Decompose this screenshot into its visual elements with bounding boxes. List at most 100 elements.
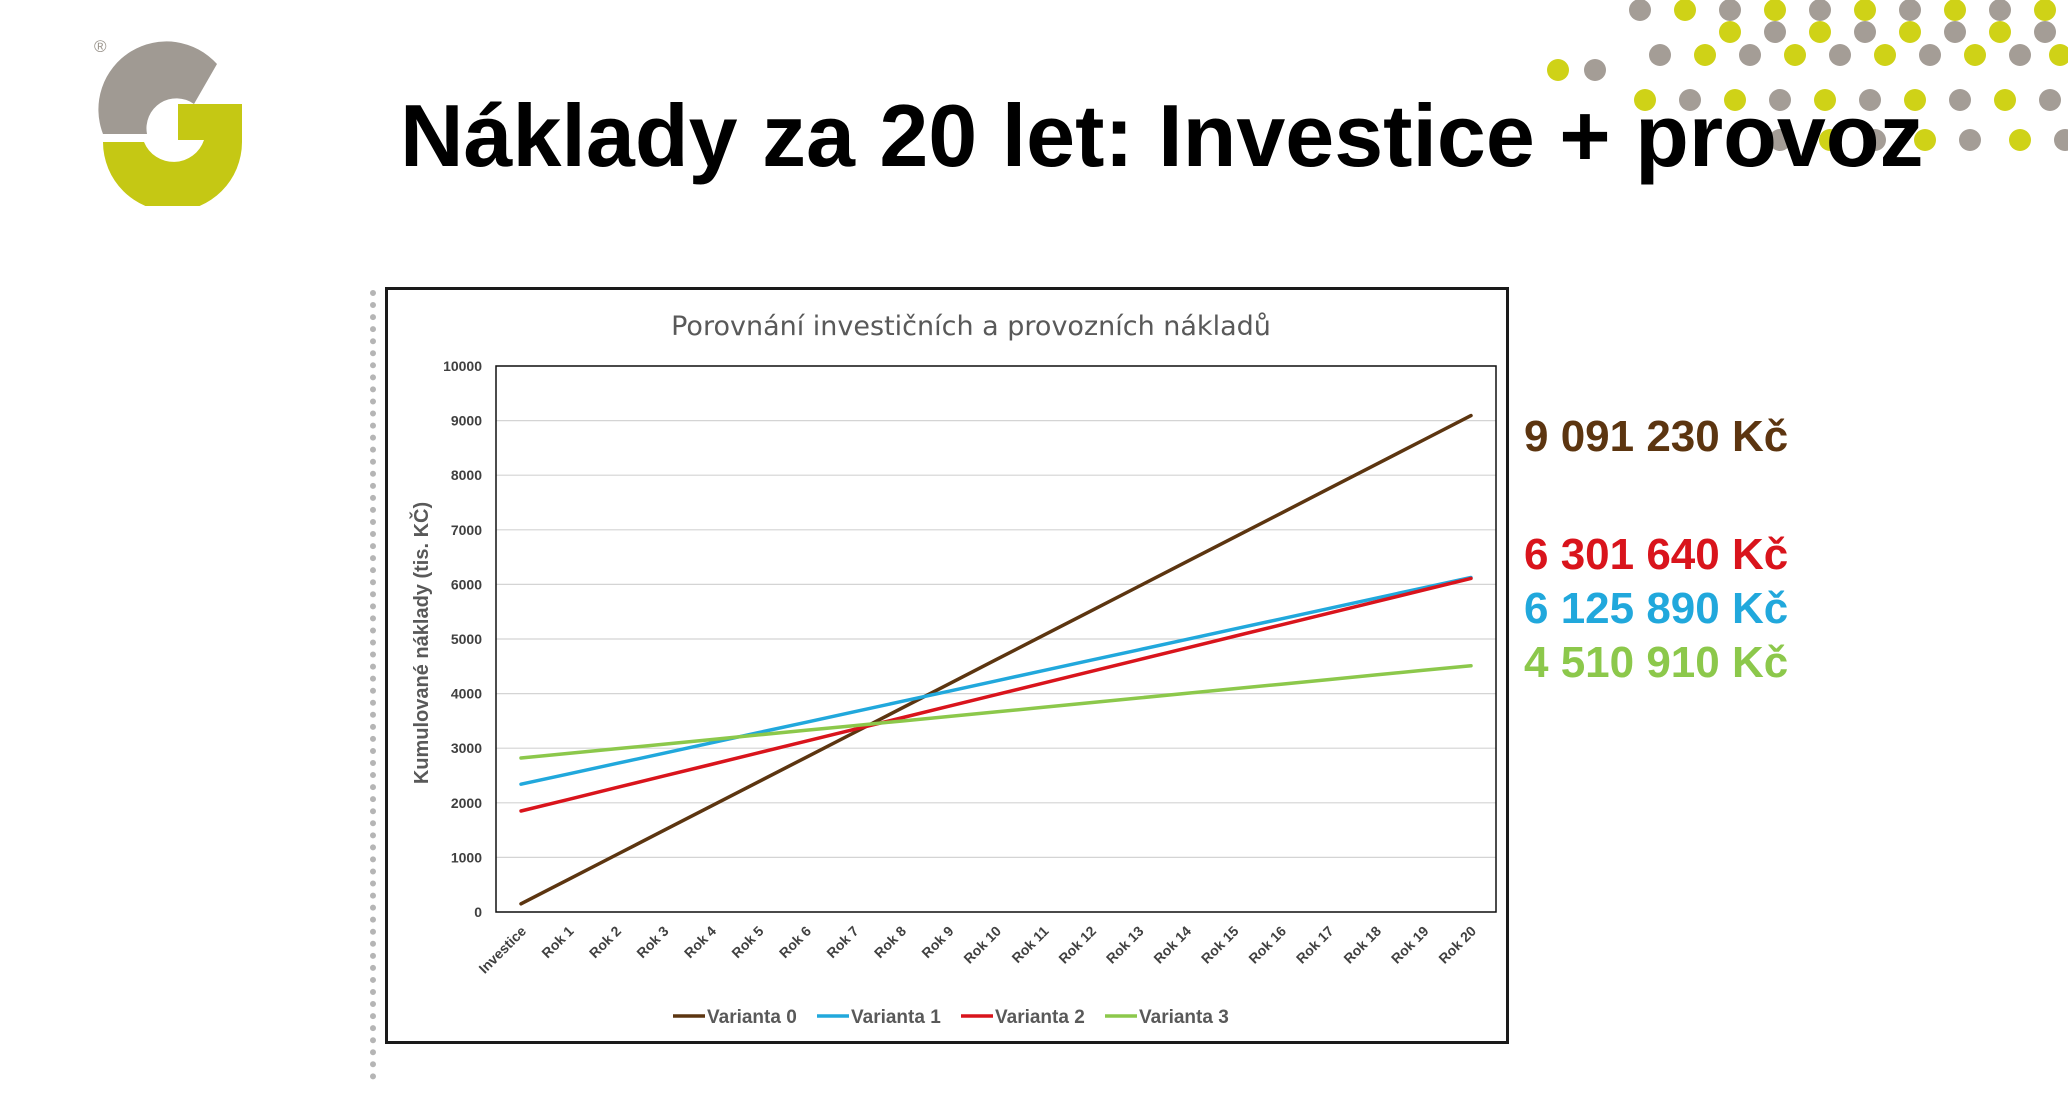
decorative-dot bbox=[1914, 129, 1936, 151]
x-tick-label: Rok 2 bbox=[586, 923, 624, 961]
x-tick-label: Rok 13 bbox=[1103, 923, 1147, 967]
decorative-dot bbox=[1634, 89, 1656, 111]
y-tick-label: 2000 bbox=[451, 795, 482, 811]
dotted-divider bbox=[370, 290, 376, 1080]
y-tick-label: 5000 bbox=[451, 631, 482, 647]
y-tick-label: 8000 bbox=[451, 467, 482, 483]
decorative-dot bbox=[1944, 21, 1966, 43]
plot-area-border bbox=[495, 365, 1497, 913]
x-tick-label: Investice bbox=[475, 923, 529, 977]
decorative-dot bbox=[1649, 44, 1671, 66]
series-line-varianta-0 bbox=[519, 413, 1473, 906]
decorative-dot bbox=[1764, 21, 1786, 43]
x-tick-label: Rok 12 bbox=[1055, 923, 1099, 967]
x-tick-label: Rok 20 bbox=[1435, 923, 1479, 967]
legend-label: Varianta 3 bbox=[1139, 1007, 1229, 1028]
x-tick-label: Rok 5 bbox=[728, 923, 766, 961]
total-cost-label: 4 510 910 Kč bbox=[1524, 638, 1789, 687]
decorative-dot bbox=[1854, 0, 1876, 21]
decorative-dot bbox=[2054, 129, 2068, 151]
decorative-dot bbox=[1814, 89, 1836, 111]
x-tick-label: Rok 1 bbox=[538, 923, 576, 961]
total-cost-label: 6 125 890 Kč bbox=[1524, 584, 1789, 633]
legend-item: Varianta 2 bbox=[961, 1007, 1085, 1028]
legend-item: Varianta 0 bbox=[673, 1007, 797, 1028]
x-tick-label: Rok 4 bbox=[681, 923, 719, 961]
y-tick-label: 10000 bbox=[443, 358, 482, 374]
x-tick-label: Rok 9 bbox=[918, 923, 956, 961]
x-tick-label: Rok 6 bbox=[776, 923, 814, 961]
decorative-dot bbox=[2049, 44, 2068, 66]
x-tick-label: Rok 8 bbox=[871, 923, 909, 961]
decorative-dot bbox=[1769, 89, 1791, 111]
decorative-dot bbox=[1784, 44, 1806, 66]
total-cost-label: 9 091 230 Kč bbox=[1524, 412, 1789, 461]
y-tick-label: 9000 bbox=[451, 413, 482, 429]
chart-title: Porovnání investičních a provozních nákl… bbox=[671, 311, 1271, 342]
decorative-dot bbox=[1899, 21, 1921, 43]
series-line-varianta-2 bbox=[519, 576, 1473, 813]
x-tick-label: Rok 7 bbox=[823, 923, 861, 961]
x-tick-label: Rok 10 bbox=[960, 923, 1004, 967]
logo-green-arc bbox=[103, 104, 242, 206]
x-tick-label: Rok 18 bbox=[1340, 923, 1384, 967]
decorative-dot bbox=[1719, 21, 1741, 43]
decorative-dot bbox=[1629, 0, 1651, 21]
registered-mark: ® bbox=[94, 37, 107, 56]
y-tick-label: 4000 bbox=[451, 686, 482, 702]
decorative-dot bbox=[2039, 89, 2061, 111]
legend-item: Varianta 1 bbox=[817, 1007, 941, 1028]
decorative-dot bbox=[2034, 21, 2056, 43]
x-tick-label: Rok 16 bbox=[1245, 923, 1289, 967]
chart-legend: Varianta 0 Varianta 1 Varianta 2 Varianta 3 bbox=[673, 1007, 1229, 1028]
y-tick-label: 0 bbox=[474, 904, 482, 920]
y-tick-label: 7000 bbox=[451, 522, 482, 538]
decorative-dot bbox=[1964, 44, 1986, 66]
decorative-dot bbox=[1829, 44, 1851, 66]
decorative-dot bbox=[1819, 129, 1841, 151]
decorative-dot bbox=[1949, 89, 1971, 111]
decorative-dot bbox=[2009, 44, 2031, 66]
y-tick-label: 3000 bbox=[451, 740, 482, 756]
decorative-dot bbox=[1547, 59, 1569, 81]
x-tick-label: Rok 17 bbox=[1293, 923, 1337, 967]
decorative-dot bbox=[1944, 0, 1966, 21]
line-chart: Porovnání investičních a provozních nákl… bbox=[409, 311, 1497, 1028]
logo-mark bbox=[98, 41, 242, 206]
legend-item: Varianta 3 bbox=[1105, 1007, 1229, 1028]
series-line-varianta-1 bbox=[519, 575, 1473, 786]
decorative-dot bbox=[1694, 44, 1716, 66]
decorative-dot bbox=[2009, 129, 2031, 151]
logo-gray-arc bbox=[98, 41, 217, 134]
decorative-dot bbox=[2034, 0, 2056, 21]
company-logo: ® bbox=[94, 37, 242, 206]
y-tick-label: 1000 bbox=[451, 849, 482, 865]
total-cost-label: 6 301 640 Kč bbox=[1524, 530, 1789, 579]
decorative-dot bbox=[1989, 21, 2011, 43]
x-tick-label: Rok 14 bbox=[1150, 923, 1194, 967]
decorative-dot bbox=[1864, 129, 1886, 151]
legend-label: Varianta 0 bbox=[707, 1007, 797, 1028]
decorative-dot bbox=[1679, 89, 1701, 111]
x-tick-label: Rok 11 bbox=[1008, 923, 1051, 966]
decorative-dot bbox=[1809, 21, 1831, 43]
decorative-dots bbox=[1547, 0, 2068, 151]
decorative-dot bbox=[1739, 44, 1761, 66]
x-tick-label: Rok 19 bbox=[1388, 923, 1432, 967]
slide-title: Náklady za 20 let: Investice + provoz bbox=[400, 86, 1924, 185]
x-tick-label: Rok 15 bbox=[1198, 923, 1242, 967]
decorative-dot bbox=[1919, 44, 1941, 66]
y-tick-label: 6000 bbox=[451, 576, 482, 592]
decorative-dot bbox=[1959, 129, 1981, 151]
decorative-dot bbox=[1899, 0, 1921, 21]
x-tick-label: Rok 3 bbox=[633, 923, 671, 961]
decorative-dot bbox=[1769, 129, 1791, 151]
decorative-dot bbox=[1584, 59, 1606, 81]
y-axis-label: Kumulované náklady (tis. KČ) bbox=[409, 502, 433, 784]
legend-label: Varianta 2 bbox=[995, 1007, 1085, 1028]
decorative-dot bbox=[1809, 0, 1831, 21]
decorative-dot bbox=[1854, 21, 1876, 43]
decorative-dot bbox=[1904, 89, 1926, 111]
decorative-dot bbox=[1994, 89, 2016, 111]
chart-frame: Porovnání investičních a provozních nákl… bbox=[385, 287, 1509, 1044]
